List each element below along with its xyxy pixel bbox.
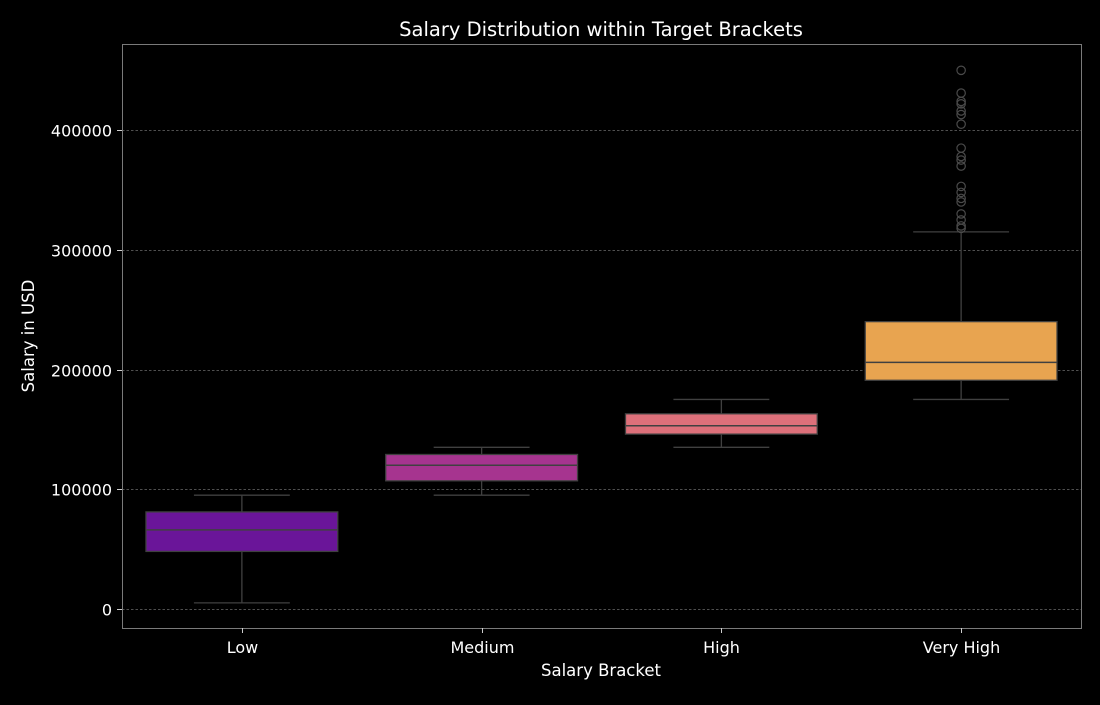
box-group [624, 398, 818, 448]
outlier-point [956, 161, 966, 171]
outlier-point [956, 181, 966, 192]
chart-title: Salary Distribution within Target Bracke… [399, 18, 803, 41]
outlier-point [956, 109, 966, 120]
y-tick-label: 100000 [51, 481, 112, 500]
outlier-point [956, 143, 966, 153]
box-iqr [624, 413, 818, 435]
y-axis-label: Salary in USD [19, 280, 38, 393]
x-tick-label: Low [227, 638, 259, 657]
grid-layer [122, 130, 1081, 610]
outlier-point [956, 209, 966, 219]
box-layer [145, 65, 1058, 604]
outlier-point [956, 215, 966, 225]
outlier-point [956, 187, 966, 198]
x-tick-label: Medium [451, 638, 515, 657]
x-tick-label: High [703, 638, 740, 657]
box-iqr [385, 453, 579, 482]
y-tick-label: 200000 [51, 362, 112, 381]
outlier-point [956, 65, 966, 76]
x-tick-label: Very High [923, 638, 1000, 657]
box-iqr [145, 511, 339, 553]
plot-frame [122, 44, 1082, 629]
y-tick-label: 400000 [51, 122, 112, 141]
box-group [385, 446, 579, 496]
box-group [864, 65, 1058, 401]
outlier-point [956, 193, 966, 204]
box-group [145, 494, 339, 604]
outlier-point [956, 99, 966, 109]
outlier-point [956, 88, 966, 98]
outlier-point [956, 197, 966, 207]
outlier-point [956, 119, 966, 129]
x-axis-label: Salary Bracket [541, 661, 661, 680]
tick-layer: 0 100000 200000 300000 400000 Low Medium High Ve… [51, 122, 1000, 658]
box-iqr [864, 320, 1058, 381]
y-tick-label: 0 [102, 601, 112, 620]
outlier-point [956, 155, 966, 165]
outlier-point [956, 106, 966, 116]
outlier-point [956, 221, 966, 231]
y-tick-label: 300000 [51, 242, 112, 261]
